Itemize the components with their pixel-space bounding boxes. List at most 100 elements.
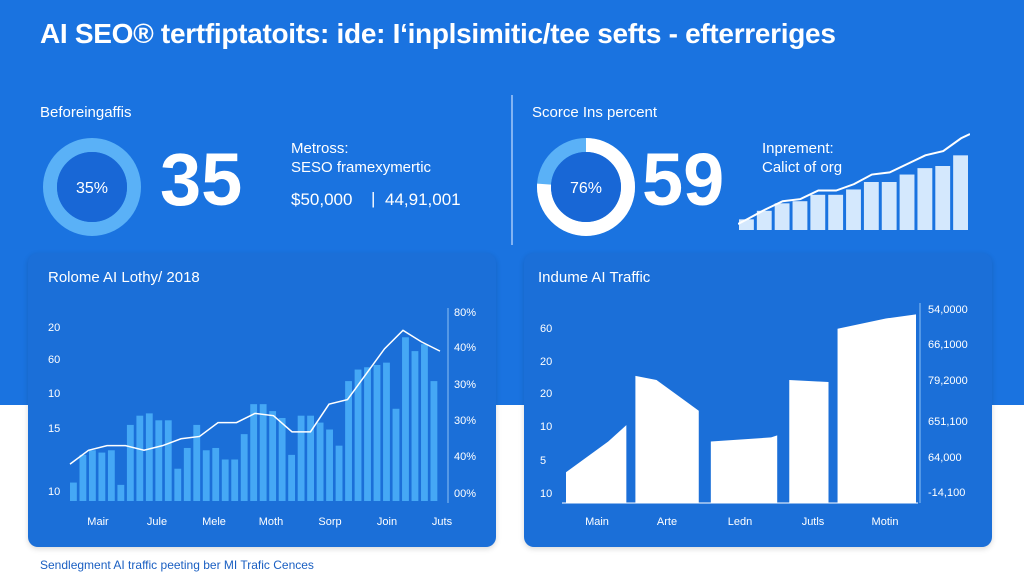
traffic-right-tick: 66,1000	[928, 339, 968, 351]
traffic-area	[837, 314, 916, 503]
volume-panel-title: Rolome AI Lothy/ 2018	[48, 269, 200, 286]
mini-bar	[810, 194, 826, 230]
volume-bar	[79, 454, 87, 501]
right-big-number: 59	[642, 138, 725, 221]
traffic-right-tick: 79,2000	[928, 375, 968, 387]
traffic-area	[789, 380, 829, 503]
volume-bar	[326, 429, 333, 501]
mini-bar	[953, 155, 968, 230]
volume-bar	[373, 364, 381, 501]
volume-bar	[307, 415, 315, 501]
page-title: AI SEO® tertfiptatoits: ide: I‘inplsimit…	[40, 18, 836, 49]
volume-bar	[221, 459, 229, 501]
volume-right-tick: 40%	[454, 451, 476, 463]
traffic-area	[566, 425, 627, 503]
footnote: Sendlegment AI traffic peeting ber MI Tr…	[40, 558, 314, 572]
volume-bar	[250, 404, 258, 501]
volume-bar	[402, 337, 409, 501]
volume-x-tick: Juts	[432, 516, 453, 528]
volume-bar	[288, 454, 296, 501]
left-donut: 35%	[42, 137, 142, 237]
traffic-left-tick: 20	[540, 356, 552, 368]
metric-separator: |	[371, 189, 376, 208]
right-donut-label: 76%	[570, 180, 602, 197]
volume-x-tick: Jule	[147, 516, 167, 528]
traffic-panel-title: Indume AI Traffic	[538, 269, 651, 286]
mini-bar	[935, 166, 951, 230]
volume-bar	[212, 447, 220, 501]
volume-chart: 10 15 10 60 20 00% 40% 30% 30% 40% 80% Mair Jule Mele…	[48, 307, 476, 528]
left-donut-track	[43, 138, 141, 236]
volume-left-tick: 10	[48, 388, 60, 400]
volume-bar	[70, 482, 77, 501]
left-donut-label: 35%	[76, 180, 108, 197]
traffic-left-tick: 60	[540, 323, 552, 335]
volume-bar	[145, 413, 153, 501]
mini-bar	[792, 201, 808, 230]
metrics-title: Metross:	[291, 140, 349, 157]
volume-bar	[421, 344, 428, 501]
left-big-number: 35	[160, 138, 243, 221]
volume-bar	[240, 434, 248, 501]
volume-panel: Rolome AI Lothy/ 2018 10 15 10 60 20 00% 40% 30…	[28, 253, 496, 547]
volume-bar	[117, 484, 125, 501]
improvement-title: Inprement:	[762, 140, 834, 157]
volume-x-tick: Sorp	[318, 516, 341, 528]
volume-left-tick: 10	[48, 486, 60, 498]
volume-right-tick: 30%	[454, 415, 476, 427]
traffic-left-tick: 20	[540, 388, 552, 400]
mini-bar	[863, 182, 879, 230]
volume-bar	[107, 450, 115, 501]
mini-bar	[917, 168, 933, 230]
traffic-left-tick: 10	[540, 488, 552, 500]
traffic-x-tick: Arte	[657, 516, 677, 528]
volume-bar	[164, 420, 172, 501]
right-kpi-label: Scorce Ins percent	[532, 104, 658, 121]
left-donut-inner	[57, 152, 127, 222]
volume-trend-line	[69, 329, 441, 465]
mini-bar	[774, 203, 790, 230]
traffic-right-tick: 651,100	[928, 416, 968, 428]
volume-x-tick: Mele	[202, 516, 226, 528]
mini-bar	[756, 210, 772, 230]
volume-bar	[155, 420, 163, 501]
traffic-left-tick: 10	[540, 421, 552, 433]
volume-bar	[269, 411, 277, 501]
volume-x-tick: Join	[377, 516, 397, 528]
volume-bar	[345, 381, 352, 501]
traffic-right-tick: 54,0000	[928, 304, 968, 316]
volume-left-tick: 15	[48, 423, 60, 435]
metric-value-a: $50,000	[291, 190, 353, 209]
mini-bar	[846, 189, 861, 230]
traffic-panel: Indume AI Traffic 10 5 10 20 20 60 -14,100 64,0…	[524, 253, 992, 547]
kpi-divider	[511, 95, 513, 245]
left-kpi-label: Beforeingaffis	[40, 104, 132, 121]
traffic-right-tick: 64,000	[928, 452, 962, 464]
traffic-area	[710, 435, 778, 503]
right-donut: 76%	[536, 137, 636, 237]
traffic-chart: 10 5 10 20 20 60 -14,100 64,000 651,100 79,2000 66…	[540, 303, 968, 528]
volume-bar	[193, 424, 201, 501]
volume-x-tick: Mair	[87, 516, 109, 528]
metric-value-b: 44,91,001	[385, 190, 461, 209]
right-donut-inner	[551, 152, 621, 222]
volume-bar	[335, 445, 343, 501]
volume-bar	[297, 415, 305, 501]
volume-bar	[354, 369, 362, 501]
volume-right-tick: 80%	[454, 307, 476, 319]
mini-bar	[828, 194, 844, 230]
mini-growth-chart	[738, 133, 970, 230]
volume-right-tick: 40%	[454, 342, 476, 354]
mini-bar	[739, 219, 754, 230]
volume-bar	[364, 367, 371, 501]
volume-bar	[98, 452, 106, 501]
improvement-subtitle: Calict of org	[762, 159, 843, 176]
volume-bar	[259, 404, 267, 501]
volume-bar	[278, 417, 286, 501]
volume-bar	[316, 422, 324, 501]
volume-bar	[430, 381, 438, 501]
volume-bar	[88, 450, 96, 501]
volume-bar	[136, 415, 144, 501]
traffic-x-tick: Motin	[872, 516, 899, 528]
volume-bar	[392, 408, 400, 501]
